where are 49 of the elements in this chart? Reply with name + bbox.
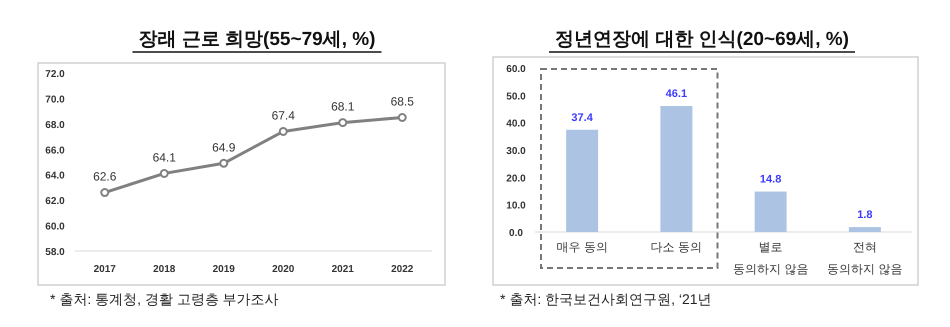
y-tick-label: 50.0: [506, 91, 526, 102]
y-tick-label: 10.0: [506, 200, 526, 212]
data-label: 64.1: [152, 150, 176, 164]
y-tick-label: 40.0: [506, 118, 526, 130]
y-tick-label: 0.0: [509, 228, 524, 239]
data-label: 67.4: [272, 108, 296, 122]
x-tick-label: 2021: [332, 264, 354, 275]
bar: [848, 227, 881, 232]
data-label: 37.4: [571, 112, 594, 124]
data-label: 62.6: [93, 170, 117, 184]
text: * 출처: 통계청, 경활 고령층 부가조사: [50, 291, 279, 307]
y-tick-label: 60.0: [506, 64, 526, 75]
y-tick-label: 20.0: [506, 173, 526, 184]
x-tick-label: 2020: [272, 264, 295, 275]
bar: [566, 130, 598, 232]
point: [278, 126, 288, 136]
y-tick-label: 58.0: [45, 247, 66, 258]
point: [160, 168, 169, 178]
text: * 출처: 한국보건사회연구원, ‘21년: [500, 291, 712, 307]
y-tick-label: 68.0: [45, 120, 66, 131]
x-tick-label: 다소 동의: [650, 240, 702, 254]
chart-title: 정년연장에 대한 인식(20~69세, %): [554, 29, 850, 50]
x-tick-label: 별로 동의하지 않음: [732, 240, 808, 276]
point: [338, 118, 348, 128]
data-label: 68.1: [331, 100, 355, 114]
y-tick-label: 72.0: [45, 69, 66, 80]
x-tick-label: 2018: [153, 264, 176, 275]
data-label: 64.9: [212, 140, 236, 154]
x-tick-label: 2017: [94, 264, 116, 275]
y-tick-label: 70.0: [45, 94, 66, 106]
data-label: 14.8: [760, 174, 782, 186]
x-tick-label: 전혀 동의하지 않음: [827, 240, 903, 276]
point: [398, 113, 407, 122]
y-tick-label: 30.0: [506, 146, 526, 157]
y-tick-label: 66.0: [45, 145, 66, 156]
chart-title: 장래 근로 희망(55~79세, %): [138, 29, 376, 50]
bar: [754, 192, 787, 232]
x-tick-label: 2019: [212, 264, 236, 275]
point: [219, 158, 228, 168]
y-tick-label: 60.0: [45, 222, 66, 233]
bar: [660, 106, 692, 232]
data-label: 68.5: [390, 94, 414, 108]
x-tick-label: 매우 동의: [556, 240, 608, 254]
y-tick-label: 64.0: [45, 170, 66, 182]
data-label: 46.1: [666, 88, 688, 100]
point: [100, 188, 110, 198]
y-tick-label: 62.0: [45, 196, 66, 208]
data-label: 1.8: [857, 209, 873, 222]
x-tick-label: 2022: [391, 264, 414, 275]
